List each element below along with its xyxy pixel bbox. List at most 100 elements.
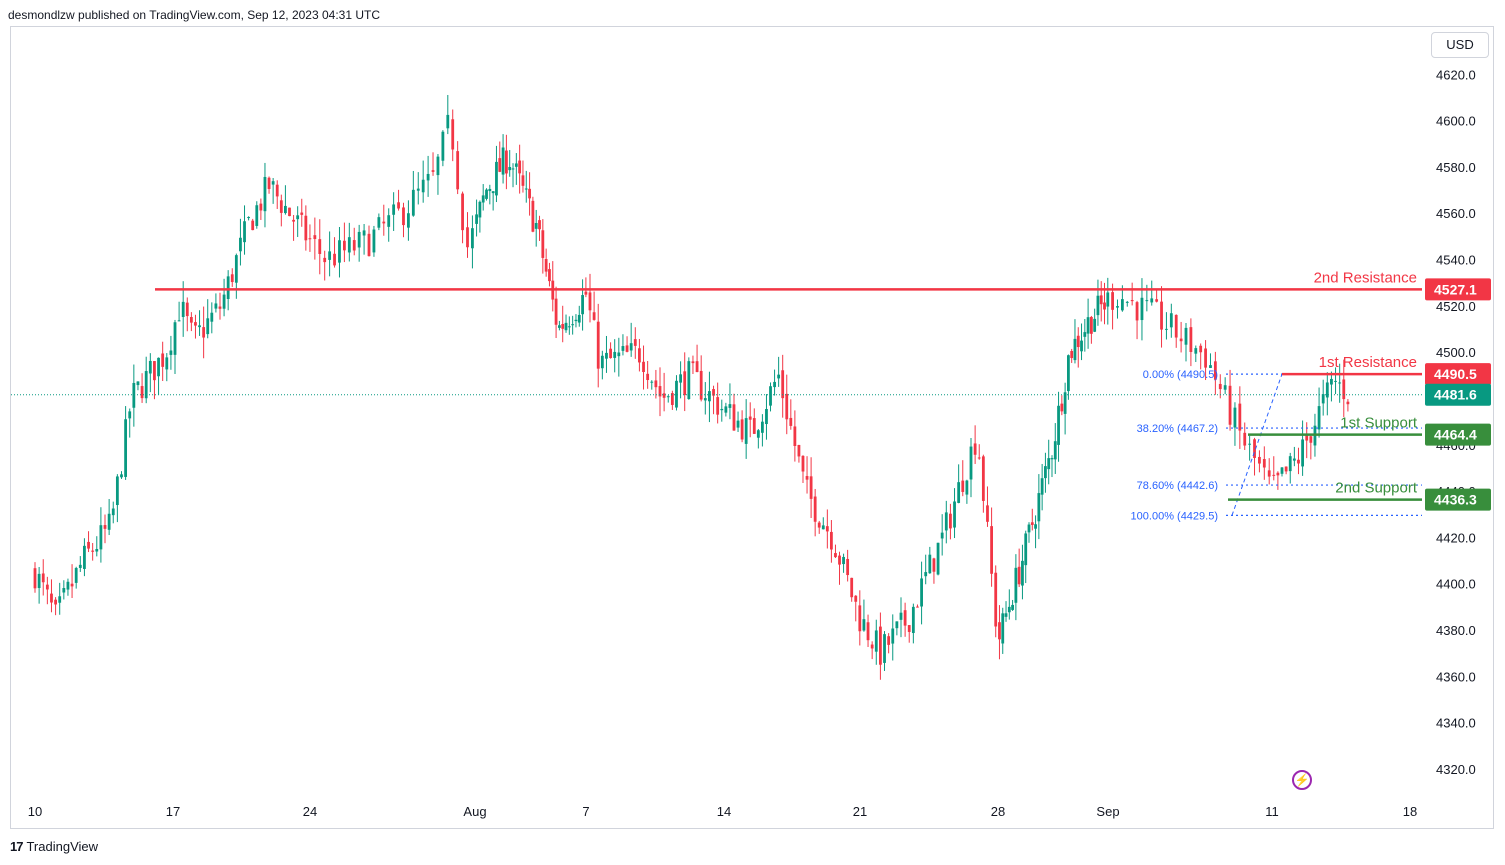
candle-body: [1233, 407, 1237, 428]
y-tick-label: 4420.0: [1436, 530, 1476, 545]
candle-body: [899, 612, 903, 620]
candle-body: [181, 301, 185, 317]
candle-body: [1053, 441, 1057, 460]
candle-body: [911, 606, 915, 634]
candle-body: [333, 253, 336, 266]
candle-body: [504, 150, 508, 174]
candle-body: [1076, 335, 1080, 348]
candle-body: [1140, 297, 1144, 321]
candle-body: [1284, 466, 1288, 472]
candle-body: [1083, 332, 1087, 337]
candle-body: [451, 119, 455, 150]
candle-body: [481, 195, 485, 203]
level-name-label: 1st Resistance: [1319, 354, 1417, 371]
candle-body: [407, 213, 410, 228]
candle-body: [642, 361, 645, 373]
candle-body: [1213, 361, 1217, 380]
brand-name: TradingView: [26, 839, 99, 854]
candle-body: [1007, 606, 1011, 613]
candle-body: [846, 558, 850, 576]
candle-body: [1037, 493, 1041, 522]
candle-body: [609, 348, 612, 359]
candle-body: [1080, 340, 1083, 352]
candle-body: [1288, 456, 1292, 472]
candle-body: [279, 200, 283, 213]
candle-body: [1253, 439, 1256, 458]
level-name-label: 2nd Support: [1335, 480, 1418, 497]
candle-body: [1223, 385, 1227, 390]
candle-body: [584, 291, 588, 295]
candle-body: [367, 233, 371, 257]
price-tag-label: 4527.1: [1434, 281, 1477, 297]
candle-body: [1070, 350, 1074, 359]
candle-body: [1189, 327, 1193, 352]
candle-body: [441, 131, 445, 161]
candle-body: [173, 322, 177, 355]
candle-body: [691, 361, 695, 364]
candle-body: [304, 215, 308, 241]
candle-body: [716, 397, 720, 415]
candle-body: [567, 326, 571, 328]
candle-body: [518, 160, 522, 174]
candle-body: [538, 220, 541, 230]
candle-body: [1093, 318, 1097, 332]
candle-body: [969, 446, 973, 480]
x-tick-label: 17: [166, 804, 180, 819]
candle-body: [650, 381, 654, 383]
candle-body: [1125, 301, 1129, 303]
candle-body: [571, 324, 575, 326]
candle-body: [736, 420, 740, 428]
candle-body: [177, 320, 181, 322]
x-tick-label: 14: [717, 804, 731, 819]
candle-body: [817, 522, 821, 528]
candle-body: [633, 339, 637, 346]
candle-body: [683, 371, 687, 396]
candle-body: [1150, 298, 1154, 303]
candle-body: [940, 532, 944, 539]
candle-body: [411, 189, 415, 216]
candle-body: [756, 430, 760, 438]
candle-body: [136, 381, 140, 386]
candle-body: [284, 205, 287, 214]
candle-body: [485, 189, 488, 199]
candle-body: [1030, 522, 1034, 525]
candle-body: [165, 357, 169, 370]
candle-body: [402, 207, 405, 226]
candle-body: [78, 564, 82, 568]
lightning-icon[interactable]: ⚡: [1292, 770, 1312, 790]
y-tick-label: 4400.0: [1436, 577, 1476, 592]
candle-body: [928, 554, 932, 574]
candle-body: [1060, 403, 1064, 412]
candle-body: [1280, 467, 1284, 474]
fib-trend-line: [1231, 373, 1283, 516]
candle-body: [431, 170, 435, 172]
candle-body: [226, 276, 230, 299]
current-price-label: 4481.6: [1434, 387, 1477, 403]
candle-body: [577, 314, 581, 323]
candle-body: [581, 295, 584, 315]
candle-body: [491, 191, 495, 194]
candle-body: [387, 215, 391, 227]
currency-selector[interactable]: USD: [1431, 32, 1489, 58]
candle-body: [318, 239, 322, 254]
candle-body: [957, 482, 961, 503]
candle-body: [41, 573, 45, 583]
candle-body: [646, 373, 650, 381]
candle-body: [760, 421, 764, 433]
x-tick-label: Aug: [463, 804, 486, 819]
candle-body: [357, 231, 361, 248]
y-tick-label: 4600.0: [1436, 114, 1476, 129]
candle-body: [1228, 385, 1232, 425]
candle-body: [292, 219, 295, 222]
candle-body: [1243, 432, 1247, 446]
price-tag-label: 4464.4: [1434, 427, 1477, 443]
candle-body: [728, 404, 732, 408]
candle-body: [1238, 403, 1242, 431]
candle-body: [58, 596, 62, 603]
candle-body: [866, 622, 870, 641]
candle-body: [1057, 405, 1060, 445]
candle-body: [488, 188, 492, 192]
candle-body: [834, 553, 837, 558]
candle-body: [1309, 436, 1313, 443]
